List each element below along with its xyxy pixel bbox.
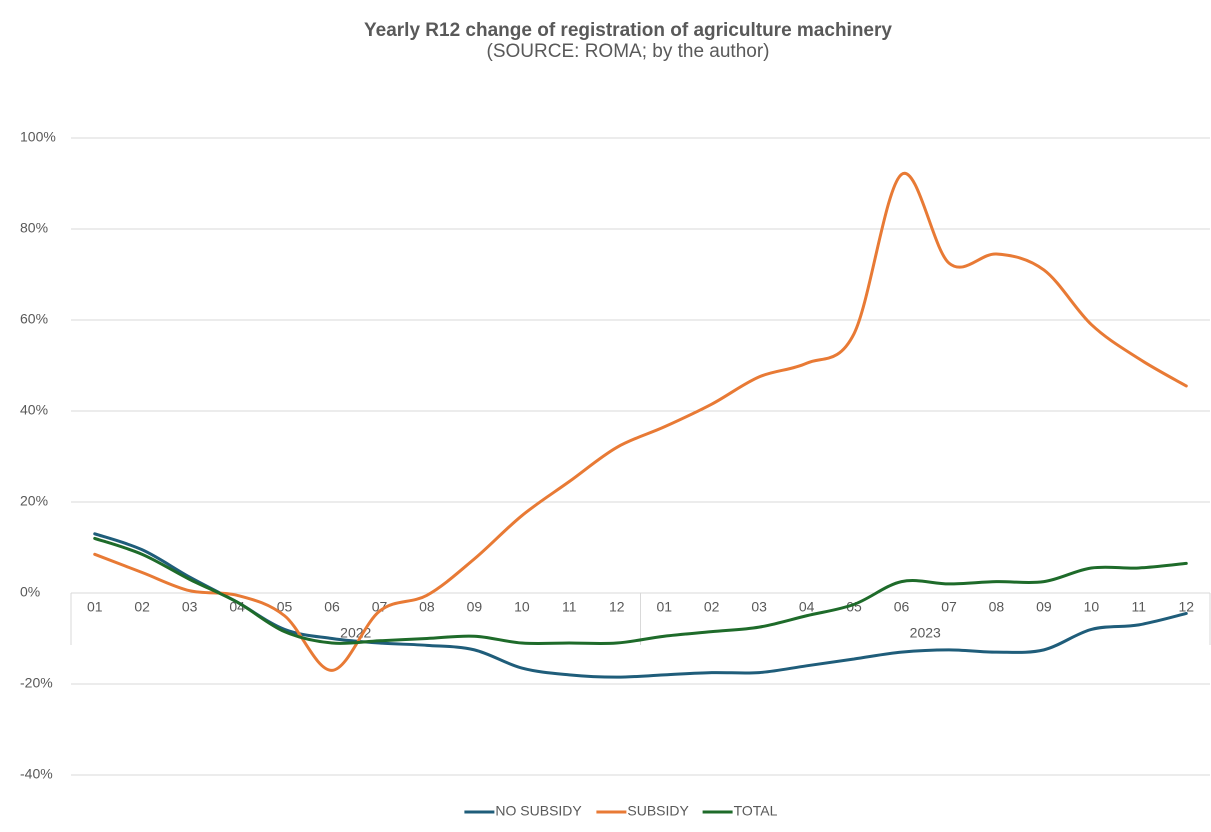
x-tick-label: 11 bbox=[1132, 599, 1147, 615]
x-tick-label: 07 bbox=[372, 599, 388, 615]
x-tick-label: 09 bbox=[1036, 599, 1052, 615]
x-tick-label: 12 bbox=[1178, 599, 1194, 615]
x-tick-label: 10 bbox=[1084, 599, 1100, 615]
x-tick-label: 09 bbox=[467, 599, 483, 615]
y-tick-label: 0% bbox=[20, 584, 40, 600]
x-tick-label: 03 bbox=[182, 599, 198, 615]
x-tick-label: 03 bbox=[751, 599, 767, 615]
x-tick-label: 01 bbox=[87, 599, 103, 615]
x-tick-label: 08 bbox=[989, 599, 1005, 615]
x-tick-label: 12 bbox=[609, 599, 625, 615]
chart-title: Yearly R12 change of registration of agr… bbox=[364, 20, 892, 41]
y-tick-label: -40% bbox=[20, 766, 53, 782]
x-tick-label: 04 bbox=[799, 599, 815, 615]
series-line bbox=[93, 171, 1188, 672]
x-tick-label: 08 bbox=[419, 599, 435, 615]
chart-subtitle: (SOURCE: ROMA; by the author) bbox=[487, 41, 770, 62]
series-line bbox=[93, 532, 1188, 679]
x-tick-label: 02 bbox=[704, 599, 720, 615]
x-group-label: 2022 bbox=[340, 625, 371, 641]
legend-label: NO SUBSIDY bbox=[495, 803, 582, 819]
x-tick-label: 11 bbox=[562, 599, 577, 615]
legend-label: TOTAL bbox=[734, 803, 778, 819]
legend-label: SUBSIDY bbox=[627, 803, 689, 819]
y-tick-label: 40% bbox=[20, 402, 48, 418]
x-group-label: 2023 bbox=[910, 625, 941, 641]
x-tick-label: 05 bbox=[277, 599, 293, 615]
y-tick-label: 100% bbox=[20, 129, 56, 145]
series-line bbox=[93, 536, 1188, 646]
x-tick-label: 06 bbox=[324, 599, 340, 615]
y-tick-label: 60% bbox=[20, 311, 48, 327]
y-tick-label: 80% bbox=[20, 220, 48, 236]
y-tick-label: -20% bbox=[20, 675, 53, 691]
x-tick-label: 02 bbox=[134, 599, 150, 615]
x-tick-label: 10 bbox=[514, 599, 530, 615]
x-tick-label: 01 bbox=[656, 599, 672, 615]
x-tick-label: 06 bbox=[894, 599, 910, 615]
y-tick-label: 20% bbox=[20, 493, 48, 509]
x-tick-label: 07 bbox=[941, 599, 957, 615]
